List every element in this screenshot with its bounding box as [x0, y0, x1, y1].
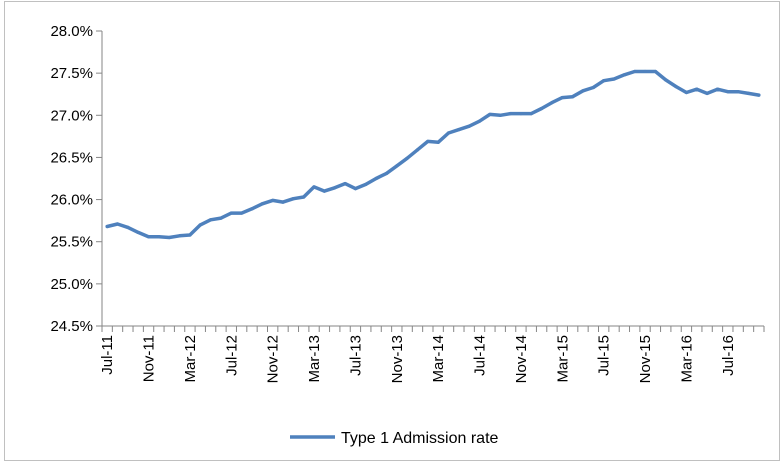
data-point: [602, 79, 606, 83]
y-tick-label: 27.5%: [50, 65, 93, 82]
data-point: [436, 140, 440, 144]
data-point: [726, 90, 730, 94]
data-point: [146, 235, 151, 239]
data-point: [746, 91, 751, 95]
x-tick-label: Nov-12: [265, 335, 282, 383]
data-point: [333, 186, 337, 190]
x-tick-label: Jul-11: [99, 335, 116, 375]
data-point: [353, 187, 358, 191]
data-point: [395, 164, 399, 168]
data-point: [498, 113, 502, 117]
data-point: [529, 112, 533, 116]
data-point: [322, 189, 326, 193]
data-point: [188, 233, 192, 237]
x-tick-label: Mar-13: [306, 335, 323, 383]
data-point: [695, 87, 699, 91]
x-tick-label: Nov-13: [389, 335, 406, 383]
x-tick-label: Jul-12: [223, 335, 240, 376]
x-tick-label: Nov-11: [141, 335, 158, 382]
data-point: [240, 211, 244, 215]
data-point: [715, 87, 720, 91]
data-point: [457, 128, 461, 132]
data-point: [508, 112, 513, 116]
legend-label: Type 1 Admission rate: [341, 430, 499, 447]
x-tick-label: Jul-13: [347, 335, 364, 376]
x-tick-label: Mar-12: [182, 335, 199, 383]
data-point: [633, 69, 637, 74]
data-point: [126, 225, 130, 229]
y-tick-label: 26.5%: [50, 149, 93, 166]
y-tick-label: 28.0%: [50, 23, 93, 40]
data-point: [260, 202, 264, 206]
x-tick-label: Jul-14: [472, 335, 489, 376]
data-point: [591, 85, 595, 90]
data-point: [519, 112, 523, 116]
data-point: [250, 207, 254, 211]
data-point: [105, 224, 109, 229]
data-point: [612, 77, 616, 81]
y-tick-label: 25.0%: [50, 276, 93, 293]
line-chart: 24.5% 25.0% 25.5% 26.0% 26.5% 27.0% 27.5% 28.0%…: [50, 23, 765, 447]
data-point: [571, 95, 575, 99]
y-tick-label: 25.5%: [50, 234, 93, 251]
data-point: [312, 185, 316, 189]
y-tick-label: 24.5%: [50, 318, 93, 335]
x-tick-label: Jul-15: [596, 335, 613, 376]
y-tick-label: 27.0%: [50, 107, 93, 124]
data-point: [674, 85, 678, 89]
x-tick-label: Nov-15: [637, 335, 654, 383]
data-point: [281, 200, 285, 204]
x-tick-label: Mar-16: [678, 335, 695, 383]
x-tick-label: Nov-14: [513, 335, 530, 383]
data-point: [364, 182, 368, 186]
data-point: [581, 89, 585, 93]
data-point: [291, 197, 295, 201]
data-point: [540, 106, 544, 111]
data-point: [167, 235, 171, 240]
data-point: [177, 234, 182, 238]
data-point: [736, 90, 740, 94]
data-point: [477, 119, 482, 123]
data-point: [229, 211, 233, 215]
data-point: [757, 93, 761, 97]
data-point: [343, 181, 347, 186]
x-tick-label: Mar-15: [554, 335, 571, 383]
data-point: [622, 73, 626, 77]
data-point: [198, 223, 202, 227]
data-point: [209, 218, 213, 222]
data-point: [384, 171, 389, 176]
data-point: [426, 139, 430, 144]
data-point: [374, 176, 378, 181]
data-point: [560, 95, 564, 100]
data-point: [219, 216, 223, 220]
data-point: [405, 156, 409, 160]
data-point: [271, 198, 275, 203]
data-point: [653, 69, 657, 74]
data-point: [550, 101, 554, 105]
data-point: [115, 222, 120, 226]
data-point: [488, 112, 492, 117]
y-tick-label: 26.0%: [50, 192, 93, 209]
chart-frame: 24.5% 25.0% 25.5% 26.0% 26.5% 27.0% 27.5% 28.0%…: [4, 1, 780, 461]
x-tick-label: Jul-16: [720, 335, 737, 376]
data-point: [467, 124, 471, 128]
data-point: [446, 131, 451, 135]
data-point: [684, 90, 689, 95]
data-point: [643, 69, 647, 74]
data-point: [302, 195, 306, 199]
data-point: [415, 148, 420, 152]
data-point: [705, 91, 709, 95]
data-point: [157, 235, 161, 239]
data-point: [136, 230, 140, 235]
data-point: [664, 78, 668, 82]
x-tick-label: Mar-14: [430, 335, 447, 383]
series-line: [105, 69, 761, 240]
